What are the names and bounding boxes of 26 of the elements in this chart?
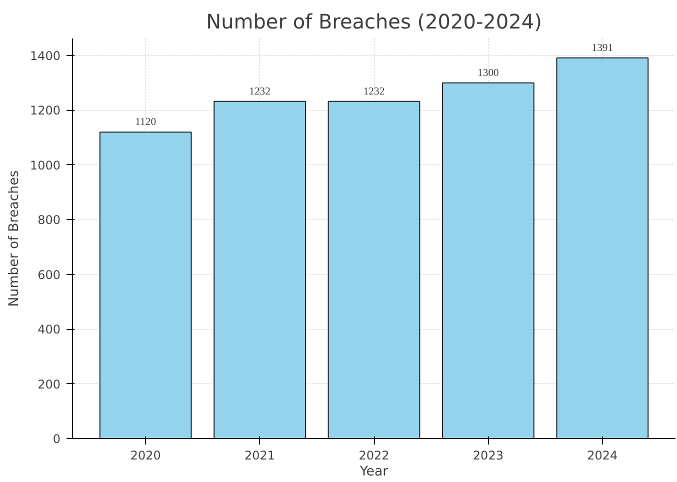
y-tick-label: 400 [38,322,60,337]
y-tick-label: 1000 [30,158,61,172]
x-tick-label: 2021 [244,448,276,462]
x-tick-label: 2022 [358,448,390,462]
data-label: 1300 [478,68,499,79]
x-tick-label: 2024 [587,448,618,462]
x-tick-label: 2020 [130,448,161,462]
y-tick-label: 600 [38,268,60,282]
y-axis-title: Number of Breaches [6,170,22,307]
data-label: 1120 [135,117,156,128]
x-tick-label: 2023 [472,448,504,462]
y-tick-label: 1400 [30,48,61,63]
data-label: 1232 [249,86,270,98]
y-tick-label: 1200 [30,104,61,118]
y-tick-label: 800 [38,213,60,228]
bar [328,100,420,438]
bar [214,100,306,438]
bar [99,132,192,438]
data-label: 1232 [363,86,385,98]
bar [556,57,649,438]
y-tick-label: 0 [52,432,61,446]
x-axis-title: Year [358,464,389,480]
chart-title: Number of Breaches (2020-2024) [206,10,542,34]
y-tick-label: 200 [38,377,60,392]
data-label: 1391 [592,42,614,54]
bar [442,82,534,438]
